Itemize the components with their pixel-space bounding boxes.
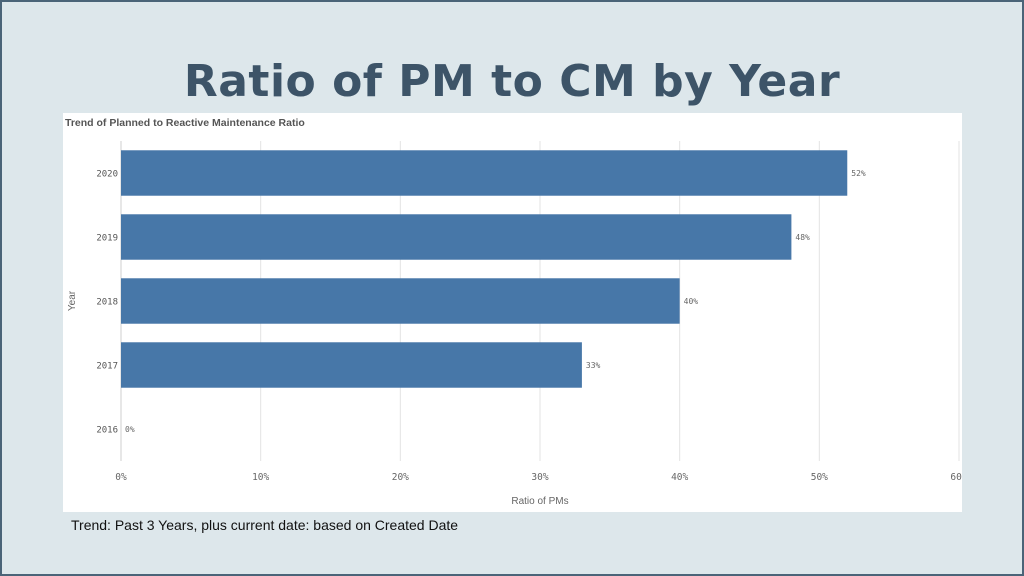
y-axis-title: Year — [67, 290, 78, 311]
bar-chart: Trend of Planned to Reactive Maintenance… — [65, 117, 962, 507]
slide-title: Ratio of PM to CM by Year — [183, 56, 841, 107]
data-label: 33% — [586, 361, 601, 370]
bar[interactable] — [121, 150, 848, 196]
bar[interactable] — [121, 342, 582, 388]
data-label: 0% — [125, 425, 135, 434]
data-label: 48% — [795, 233, 810, 242]
x-tick-label: 20% — [392, 472, 409, 483]
y-tick-label: 2016 — [96, 426, 118, 436]
x-tick-label: 50% — [811, 472, 828, 483]
chart-title: Trend of Planned to Reactive Maintenance… — [65, 117, 305, 129]
y-tick-label: 2020 — [96, 170, 118, 180]
chart-panel: Trend of Planned to Reactive Maintenance… — [63, 113, 962, 512]
y-tick-label: 2017 — [96, 362, 118, 372]
x-tick-label: 60% — [950, 472, 962, 483]
bar[interactable] — [121, 214, 792, 260]
y-tick-label: 2018 — [96, 298, 118, 308]
bars — [121, 150, 848, 388]
footer-note: Trend: Past 3 Years, plus current date: … — [71, 517, 459, 533]
x-axis-title: Ratio of PMs — [511, 496, 568, 507]
x-tick-label: 10% — [252, 472, 269, 483]
x-tick-label: 30% — [531, 472, 548, 483]
bar[interactable] — [121, 278, 680, 324]
labels: 0% 10% 20% 30% 40% 50% 60% 2020 52% 2019 48% 2018 40… — [96, 169, 962, 483]
data-label: 40% — [684, 297, 699, 306]
x-tick-label: 0% — [115, 472, 127, 483]
y-tick-label: 2019 — [96, 234, 118, 244]
x-tick-label: 40% — [671, 472, 688, 483]
data-label: 52% — [851, 169, 866, 178]
